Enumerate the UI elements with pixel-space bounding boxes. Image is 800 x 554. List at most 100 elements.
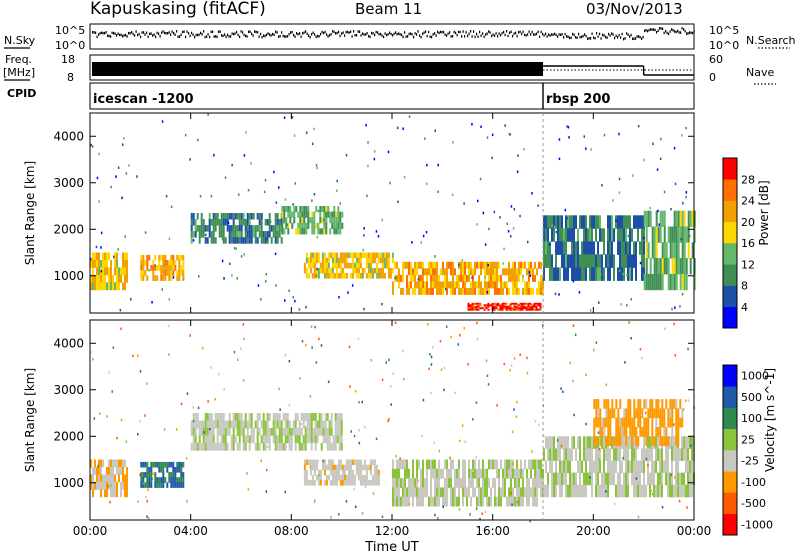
echo-cell <box>669 226 672 243</box>
echo-cell <box>551 254 553 268</box>
echo-cell <box>98 467 100 475</box>
echo-cell <box>422 496 424 507</box>
noise-sample <box>392 34 394 37</box>
echo-speckle <box>395 454 397 458</box>
echo-cell <box>683 273 686 291</box>
echo-cell <box>293 206 296 213</box>
echo-cell <box>420 261 422 269</box>
echo-cell <box>663 460 665 474</box>
noise-sample <box>116 34 118 37</box>
echo-cell <box>347 464 350 471</box>
echo-speckle <box>469 513 471 516</box>
echo-cell <box>491 305 494 308</box>
noise-sample <box>521 32 523 36</box>
echo-speckle <box>288 289 290 292</box>
echo-speckle <box>509 368 511 372</box>
echo-cell <box>174 482 177 488</box>
echo-cell <box>314 442 317 451</box>
echo-cell <box>479 307 482 310</box>
echo-cell <box>142 472 145 478</box>
echo-cell <box>516 468 518 479</box>
echo-cell <box>533 302 536 305</box>
echo-speckle <box>555 230 558 234</box>
echo-cell <box>100 467 102 475</box>
echo-speckle <box>236 277 239 280</box>
echo-cell <box>671 273 674 291</box>
echo-cell <box>631 267 633 281</box>
echo-cell <box>631 254 633 268</box>
echo-cell <box>343 480 346 486</box>
echo-speckle <box>243 253 245 256</box>
echo-cell <box>599 460 601 474</box>
echo-cell <box>90 481 92 490</box>
echo-cell <box>286 420 289 429</box>
echo-cell <box>639 484 641 498</box>
echo-speckle <box>572 324 575 327</box>
echo-cell <box>440 281 442 289</box>
echo-speckle <box>645 457 648 461</box>
echo-speckle <box>663 190 666 194</box>
noise-sample <box>207 33 209 36</box>
echo-cell <box>585 448 587 461</box>
noise-sample <box>287 35 289 38</box>
echo-cell <box>124 282 126 291</box>
noise-sample <box>206 35 208 38</box>
echo-cell <box>311 252 314 259</box>
echo-cell <box>250 435 253 444</box>
echo-cell <box>240 213 243 220</box>
echo-cell <box>526 468 528 479</box>
echo-cell <box>627 472 629 486</box>
echo-cell <box>685 258 688 275</box>
echo-cell <box>535 307 538 310</box>
echo-cell <box>633 460 635 474</box>
echo-cell <box>266 435 269 444</box>
echo-cell <box>681 226 684 243</box>
echo-cell <box>679 484 681 498</box>
echo-cell <box>218 442 221 451</box>
echo-cell <box>503 307 506 310</box>
noise-sample <box>452 35 454 38</box>
echo-cell <box>168 260 171 266</box>
echo-speckle <box>163 428 166 431</box>
echo-cell <box>667 408 670 419</box>
echo-cell <box>299 211 302 218</box>
echo-speckle <box>560 444 563 448</box>
echo-cell <box>625 460 627 474</box>
echo-cell <box>108 282 110 291</box>
echo-cell <box>627 417 630 428</box>
echo-cell <box>565 228 567 242</box>
noise-sample <box>92 31 94 34</box>
echo-cell <box>579 460 581 474</box>
echo-cell <box>655 273 658 291</box>
echo-cell <box>543 241 545 255</box>
echo-cell <box>495 304 498 307</box>
echo-cell <box>230 231 233 238</box>
echo-speckle <box>338 296 340 299</box>
noise-sample <box>203 30 205 33</box>
echo-cell <box>442 261 444 269</box>
echo-cell <box>349 273 352 279</box>
echo-cell <box>467 305 470 308</box>
echo-cell <box>689 460 691 474</box>
echo-speckle <box>476 337 479 341</box>
echo-cell <box>493 305 496 308</box>
noise-sample <box>417 30 419 33</box>
echo-speckle <box>519 214 521 218</box>
noise-sample <box>486 32 488 35</box>
echo-cell <box>607 399 610 409</box>
echo-cell <box>681 258 684 275</box>
echo-cell <box>478 496 480 507</box>
echo-cell <box>492 459 494 470</box>
echo-cell <box>232 219 235 226</box>
echo-cell <box>104 489 106 498</box>
echo-cell <box>369 262 372 269</box>
echo-cell <box>442 287 444 295</box>
noise-sample <box>164 31 166 35</box>
echo-cell <box>687 226 690 243</box>
echo-cell <box>144 482 147 488</box>
echo-speckle <box>682 201 684 205</box>
echo-cell <box>232 420 235 429</box>
noise-sample <box>333 30 335 34</box>
echo-cell <box>248 420 251 429</box>
noise-sample <box>510 30 512 34</box>
